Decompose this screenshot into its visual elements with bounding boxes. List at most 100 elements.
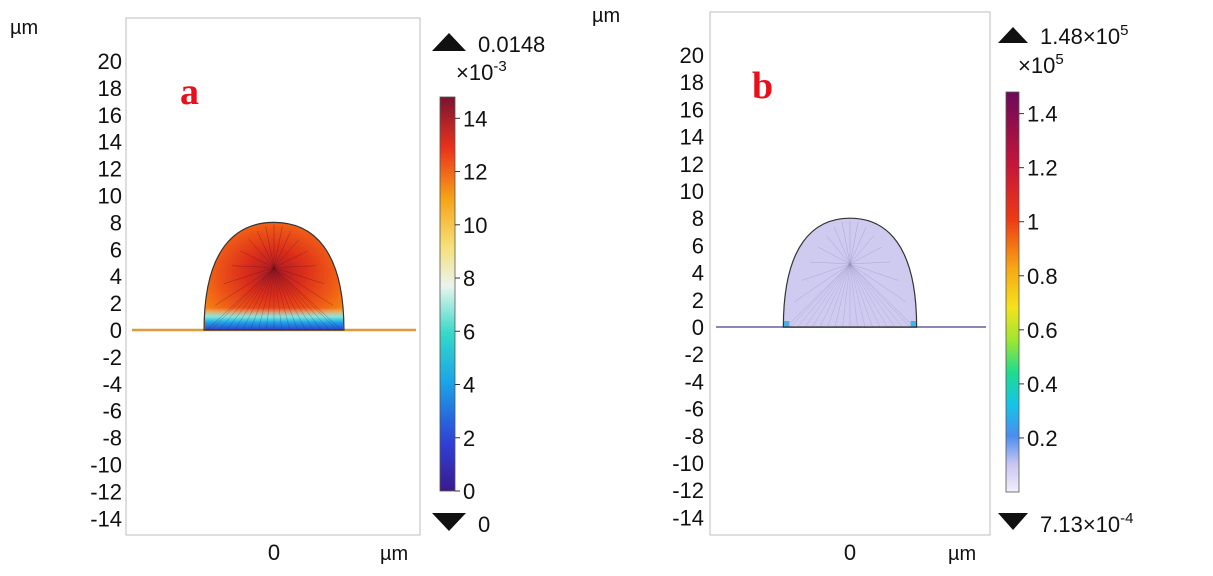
panel-b-y-tick-label: 6 bbox=[692, 233, 704, 258]
panel-a-streamline bbox=[234, 267, 275, 331]
panel-b-colorbar-tick-label: 1 bbox=[1027, 210, 1039, 235]
panel-b-streamline bbox=[810, 261, 851, 265]
panel-b-streamline bbox=[834, 263, 851, 328]
panel-b-y-unit: µm bbox=[592, 5, 620, 27]
panel-a-y-tick-label: 10 bbox=[98, 184, 122, 209]
panel-a-x-axis: 0 bbox=[268, 540, 280, 565]
panel-b-x-tick-label: 0 bbox=[844, 540, 856, 565]
panel-b-streamline bbox=[785, 263, 851, 328]
panel-a-y-tick-label: -4 bbox=[102, 372, 122, 397]
panel-a-colorbar-tick-label: 4 bbox=[463, 373, 475, 398]
panel-b-colorbar-max: 1.48×105 bbox=[1040, 22, 1128, 49]
panel-b-label: b bbox=[752, 65, 773, 107]
panel-b-streamline bbox=[849, 263, 858, 328]
panel-a-y-tick-label: -8 bbox=[102, 426, 122, 451]
panel-b-y-tick-label: -8 bbox=[684, 424, 704, 449]
panel-b-streamline bbox=[849, 246, 883, 265]
panel-a-streamline bbox=[265, 267, 275, 331]
panel-b-streamline bbox=[849, 221, 859, 264]
panel-b-colorbar-multiplier: ×105 bbox=[1018, 51, 1064, 78]
panel-a-y-tick-label: -14 bbox=[90, 506, 122, 531]
panel-b-streamline bbox=[819, 263, 851, 328]
panel-a-y-unit: µm bbox=[10, 17, 38, 39]
panel-b-streamline bbox=[849, 263, 881, 328]
panel-b-streamline bbox=[817, 246, 851, 265]
max-triangle-icon bbox=[998, 27, 1028, 43]
panel-a-streamline bbox=[223, 267, 275, 285]
panel-a-y-tick-label: 6 bbox=[110, 237, 122, 262]
panel-a-colorbar-tick-label: 10 bbox=[463, 213, 487, 238]
panel-b-colorbar: 1.48×105 ×105 0.2 0.4 0.6 0.8 1 1.2 1.4 7.13×1… bbox=[998, 22, 1133, 537]
panel-a-droplet-base-gradient bbox=[205, 308, 343, 330]
panel-a-streamline bbox=[215, 267, 275, 306]
panel-a-streamline bbox=[273, 267, 330, 331]
panel-b-streamline bbox=[849, 226, 867, 264]
panel-a-streamline bbox=[273, 265, 316, 268]
panel-a-streamline bbox=[210, 267, 275, 331]
panel-b-y-tick-label: -10 bbox=[672, 451, 704, 476]
panel-a-y-tick-label: -6 bbox=[102, 399, 122, 424]
min-triangle-icon bbox=[432, 513, 466, 531]
panel-b-y-tick-label: 20 bbox=[680, 43, 704, 68]
min-triangle-icon bbox=[998, 513, 1028, 530]
max-triangle-icon bbox=[432, 33, 466, 51]
panel-a-y-tick-label: -12 bbox=[90, 479, 122, 504]
panel-a-colorbar-ticks: 0 2 4 6 8 10 12 14 bbox=[455, 106, 487, 504]
panel-b-colorbar-tick-label: 0.8 bbox=[1027, 264, 1058, 289]
panel-b-streamline bbox=[849, 263, 873, 328]
panel-b-y-tick-label: -4 bbox=[684, 369, 704, 394]
panel-b-streamline bbox=[842, 263, 851, 328]
panel-b-streamline bbox=[849, 263, 866, 328]
panel-a-y-tick-label: 14 bbox=[98, 130, 122, 155]
panel-a-label: a bbox=[180, 71, 199, 113]
panel-a-streamline bbox=[273, 239, 300, 268]
panel-b-y-tick-label: 4 bbox=[692, 261, 704, 286]
panel-b-streamline bbox=[849, 263, 915, 328]
panel-a-colorbar-tick-label: 12 bbox=[463, 160, 487, 185]
panel-b-streamline bbox=[825, 235, 851, 265]
panel-b-y-tick-label: 14 bbox=[680, 125, 704, 150]
panel-a-streamline bbox=[232, 265, 275, 268]
panel-b-streamline bbox=[849, 263, 907, 303]
panel-a-streamline bbox=[250, 267, 275, 331]
panel-b-streamline bbox=[804, 263, 851, 328]
panel-a-streamline bbox=[265, 226, 275, 268]
panel-a-streamline bbox=[273, 231, 292, 268]
panel-a-y-tick-label: 12 bbox=[98, 157, 122, 182]
panel-a-y-tick-label: 16 bbox=[98, 103, 122, 128]
panel-b-x-unit: µm bbox=[948, 543, 976, 565]
panel-b-droplet-edge-left bbox=[783, 321, 790, 327]
panel-a-streamline bbox=[273, 267, 342, 331]
panel-a-droplet-fill bbox=[204, 222, 344, 330]
panel-a-streamline bbox=[273, 267, 333, 306]
panel-a-colorbar-tick-label: 6 bbox=[463, 319, 475, 344]
panel-b-colorbar-gradient bbox=[1005, 91, 1020, 493]
panel-a-streamline bbox=[256, 231, 275, 268]
panel-b-streamline bbox=[849, 261, 890, 265]
panel-a-colorbar-tick-label: 2 bbox=[463, 426, 475, 451]
panel-a-streamline bbox=[218, 267, 275, 331]
panel-b-droplet-fill bbox=[783, 218, 917, 327]
panel-b-y-tick-label: -2 bbox=[684, 342, 704, 367]
panel-b-streamline bbox=[841, 221, 851, 264]
panel-b-streamline bbox=[789, 263, 851, 328]
panel-a-colorbar-multiplier: ×10-3 bbox=[456, 58, 507, 85]
panel-b-colorbar-min: 7.13×10-4 bbox=[1040, 510, 1133, 537]
panel-b-streamline bbox=[849, 263, 903, 328]
panel-b-colorbar-tick-label: 0.2 bbox=[1027, 426, 1058, 451]
panel-a-streamline bbox=[248, 239, 275, 268]
panel-a-streamline bbox=[273, 267, 283, 331]
panel-a-streamline bbox=[273, 267, 322, 331]
panel-a-streamline bbox=[273, 250, 308, 268]
panel-b-streamline bbox=[797, 263, 851, 328]
panel-a-colorbar: 0.0148 ×10-3 0 2 4 6 8 10 12 14 0 bbox=[432, 32, 545, 537]
panel-b-streamline bbox=[849, 263, 899, 281]
panel-b-streamline bbox=[801, 263, 851, 281]
panel-a-streamline bbox=[273, 267, 306, 331]
panel-a-streamline bbox=[273, 267, 298, 331]
panel-b-droplet bbox=[782, 217, 918, 328]
panel-a-y-tick-label: 0 bbox=[110, 318, 122, 343]
